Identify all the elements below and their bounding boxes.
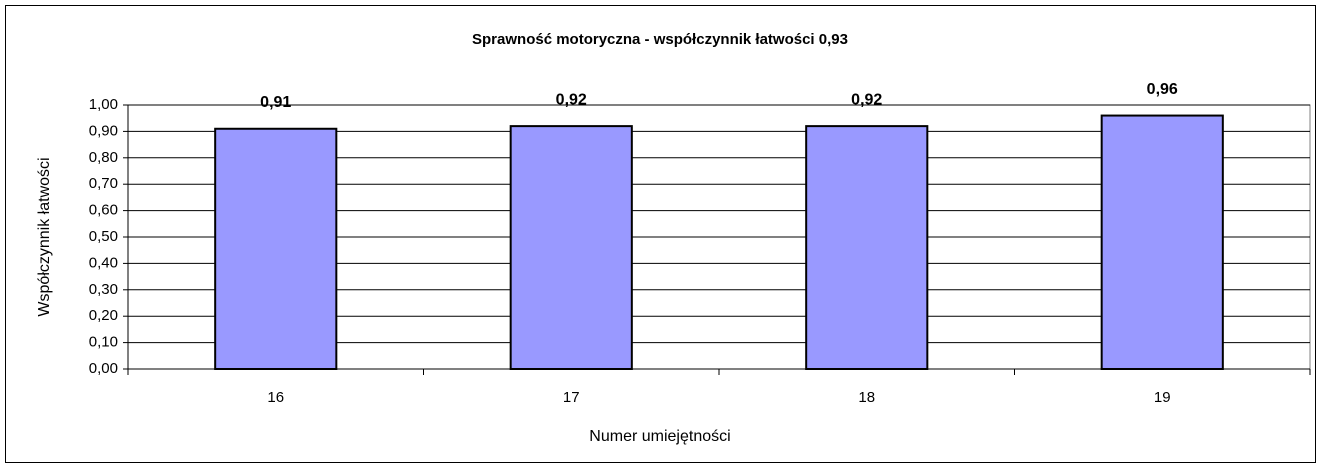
y-tick-label: 0,90 [89,122,118,139]
bar [509,125,633,371]
y-tick-label: 1,00 [89,96,118,113]
data-label: 0,92 [851,91,882,108]
data-label: 0,92 [556,91,587,108]
y-tick-label: 0,60 [89,202,118,219]
y-tick-label: 0,10 [89,334,118,351]
x-tick-label: 19 [1154,389,1171,406]
bar [805,125,929,371]
bar [214,127,338,370]
y-tick-label: 0,70 [89,175,118,192]
chart-title: Sprawność motoryczna - współczynnik łatw… [472,31,848,48]
y-tick-label: 0,50 [89,228,118,245]
y-tick-label: 0,20 [89,307,118,324]
x-tick-label: 18 [858,389,875,406]
y-tick-label: 0,80 [89,149,118,166]
y-tick-label: 0,30 [89,281,118,298]
y-axis-label: Współczynnik łatwości [36,157,53,316]
bar [1100,114,1224,370]
data-label: 0,91 [260,94,291,111]
y-tick-label: 0,00 [89,360,118,377]
data-label: 0,96 [1147,81,1178,98]
y-tick-label: 0,40 [89,254,118,271]
x-axis-label: Numer umiejętności [589,428,730,445]
x-tick-label: 17 [563,389,580,406]
x-tick-label: 16 [267,389,284,406]
